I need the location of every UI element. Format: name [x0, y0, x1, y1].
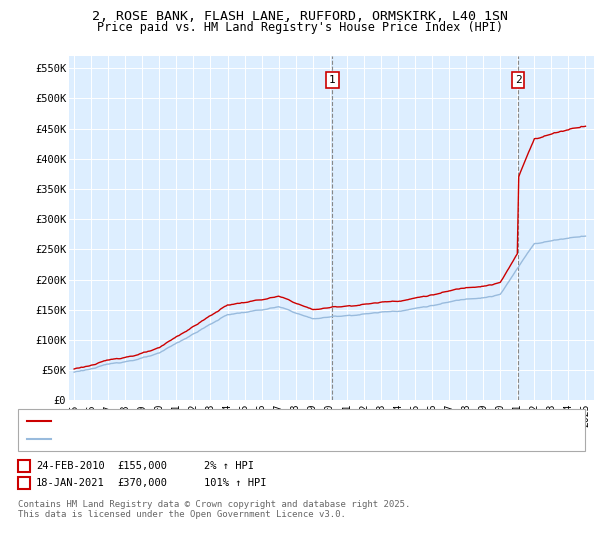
Text: 2: 2 — [21, 478, 27, 488]
Text: 18-JAN-2021: 18-JAN-2021 — [36, 478, 105, 488]
Text: HPI: Average price, semi-detached house, West Lancashire: HPI: Average price, semi-detached house,… — [55, 434, 405, 444]
Text: Contains HM Land Registry data © Crown copyright and database right 2025.
This d: Contains HM Land Registry data © Crown c… — [18, 500, 410, 519]
Text: £155,000: £155,000 — [117, 461, 167, 471]
Text: 2% ↑ HPI: 2% ↑ HPI — [204, 461, 254, 471]
Text: 2, ROSE BANK, FLASH LANE, RUFFORD, ORMSKIRK, L40 1SN: 2, ROSE BANK, FLASH LANE, RUFFORD, ORMSK… — [92, 10, 508, 23]
Text: £370,000: £370,000 — [117, 478, 167, 488]
Text: 1: 1 — [21, 461, 27, 471]
Text: 2: 2 — [515, 75, 521, 85]
Text: 2, ROSE BANK, FLASH LANE, RUFFORD, ORMSKIRK, L40 1SN (semi-detached house): 2, ROSE BANK, FLASH LANE, RUFFORD, ORMSK… — [55, 416, 518, 426]
Text: 101% ↑ HPI: 101% ↑ HPI — [204, 478, 266, 488]
Text: 24-FEB-2010: 24-FEB-2010 — [36, 461, 105, 471]
Text: 1: 1 — [329, 75, 336, 85]
Text: Price paid vs. HM Land Registry's House Price Index (HPI): Price paid vs. HM Land Registry's House … — [97, 21, 503, 34]
